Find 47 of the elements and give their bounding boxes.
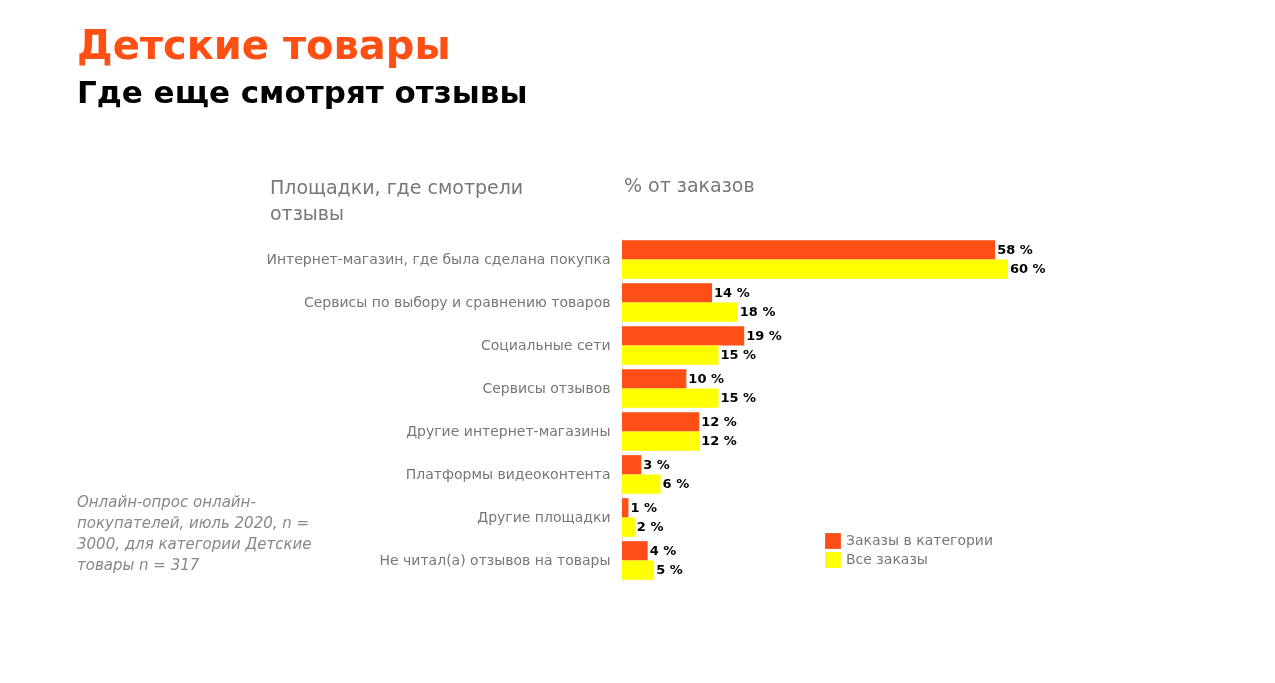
data-label: 6 % — [662, 476, 690, 492]
data-label: 10 % — [688, 370, 724, 386]
bar — [622, 455, 642, 475]
text: Детские товары — [77, 22, 451, 68]
y-axis-title: Площадки, где смотрели отзывы — [270, 175, 525, 226]
data-label: 12 % — [701, 433, 737, 449]
bar — [622, 240, 996, 260]
text: Онлайн-опрос онлайн-покупателей, июль 2020, n = 3000, для категории Детские товары n = 317 — [77, 492, 313, 576]
data-label: 15 % — [720, 390, 757, 406]
legend-label: Все заказы — [846, 551, 928, 567]
data-label: 18 % — [739, 304, 776, 320]
bar — [622, 302, 738, 322]
data-label: 1 % — [630, 499, 658, 515]
bar — [622, 517, 635, 537]
data-label: 5 % — [656, 562, 683, 578]
y-tick-label: Интернет-магазин, где была сделана покупка — [266, 250, 611, 267]
bar — [622, 431, 700, 451]
data-label: 15 % — [720, 347, 757, 363]
bar — [622, 388, 719, 408]
y-tick-label: Другие интернет-магазины — [406, 422, 611, 439]
y-tick-label: Платформы видеоконтента — [405, 465, 611, 482]
bar — [622, 369, 687, 389]
data-label: 60 % — [1010, 261, 1046, 277]
data-label: 3 % — [643, 456, 670, 472]
y-tick-label: Другие площадки — [477, 508, 611, 525]
data-label: 2 % — [636, 519, 664, 535]
bar — [622, 345, 719, 365]
y-tick-label: Сервисы отзывов — [482, 379, 611, 396]
x-axis-title: % от заказов — [624, 174, 755, 196]
data-label: 14 % — [714, 284, 750, 300]
data-label: 4 % — [649, 542, 677, 558]
data-label: 58 % — [997, 241, 1033, 257]
legend-label: Заказы в категории — [846, 532, 994, 548]
y-tick-label: Сервисы по выбору и сравнению товаров — [303, 293, 611, 310]
bar — [622, 474, 661, 494]
bar — [622, 259, 1008, 279]
data-label: 19 % — [746, 327, 782, 343]
data-label: 12 % — [701, 413, 737, 429]
bar — [622, 326, 745, 346]
bar — [622, 283, 713, 303]
bar — [622, 560, 655, 580]
y-tick-label: Не читал(а) отзывов на товары — [379, 551, 611, 568]
text: Где еще смотрят отзывы — [77, 74, 528, 110]
y-tick-label: Социальные сети — [480, 336, 611, 353]
bar — [622, 412, 700, 432]
bar — [622, 498, 629, 518]
bar — [622, 541, 648, 561]
